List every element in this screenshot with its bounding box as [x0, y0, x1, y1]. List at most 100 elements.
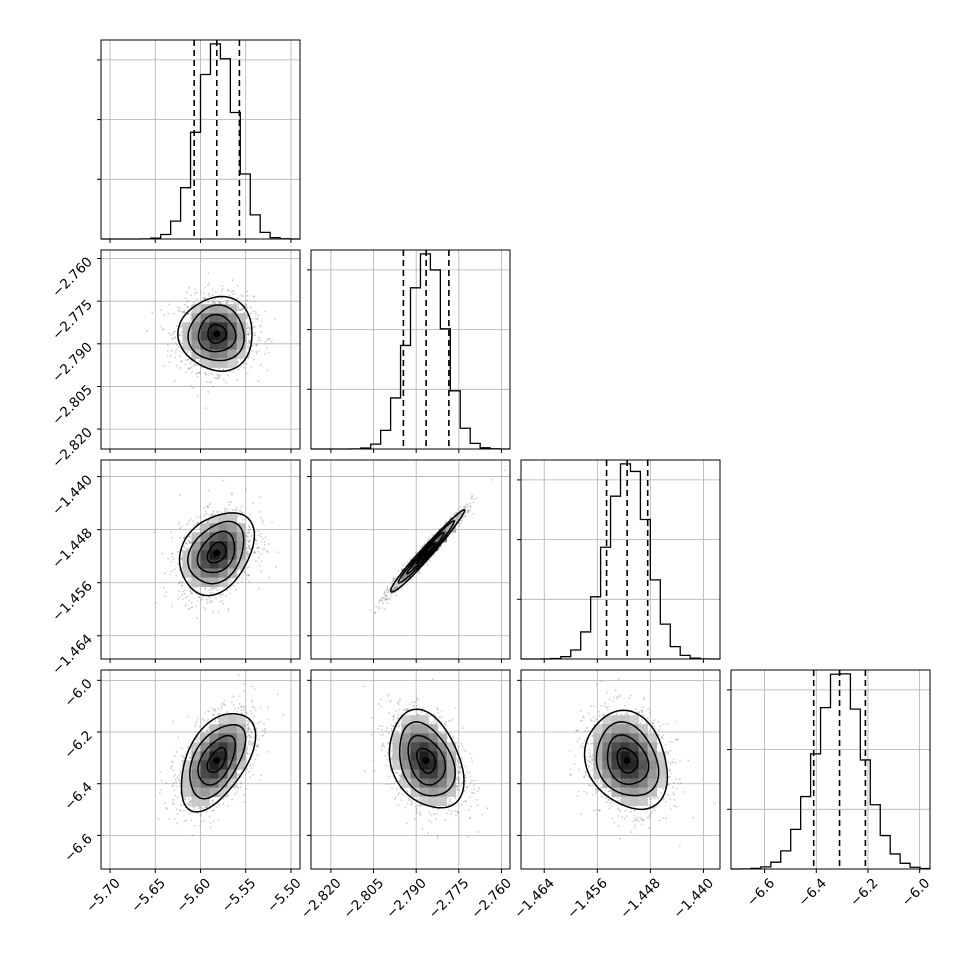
scatter-point	[444, 530, 447, 533]
scatter-point	[393, 591, 395, 594]
scatter-point	[240, 511, 242, 513]
scatter-point	[397, 589, 399, 592]
scatter-point	[456, 518, 458, 520]
scatter-point	[160, 325, 162, 328]
density-cell	[182, 340, 192, 350]
scatter-point	[207, 293, 210, 296]
scatter-point	[206, 513, 208, 515]
scatter-point	[401, 577, 404, 579]
scatter-point	[236, 361, 239, 363]
scatter-point	[426, 561, 428, 563]
scatter-point	[191, 606, 194, 608]
scatter-point	[224, 511, 226, 514]
scatter-point	[194, 288, 196, 291]
scatter-point	[206, 601, 209, 604]
scatter-point	[241, 571, 244, 574]
scatter-point	[162, 328, 164, 331]
scatter-point	[412, 569, 415, 572]
scatter-point	[161, 552, 164, 555]
scatter-point	[461, 512, 463, 515]
scatter-point	[375, 606, 377, 608]
density-cell	[200, 532, 210, 542]
scatter-point	[412, 569, 415, 572]
scatter-point	[402, 577, 405, 579]
scatter-point	[245, 339, 247, 341]
scatter-point	[257, 340, 260, 342]
scatter-point	[243, 305, 246, 308]
scatter-point	[246, 322, 249, 324]
scatter-point	[182, 590, 185, 593]
scatter-point	[237, 582, 239, 584]
scatter-point	[214, 291, 217, 293]
scatter-point	[240, 308, 243, 311]
scatter-point	[438, 548, 441, 550]
scatter-point	[219, 301, 221, 303]
scatter-point	[419, 572, 421, 575]
scatter-point	[404, 579, 407, 582]
scatter-point	[472, 501, 475, 504]
scatter-point	[465, 503, 468, 505]
scatter-point	[457, 519, 459, 521]
scatter-point	[196, 617, 199, 620]
density-cell	[218, 331, 228, 341]
scatter-point	[248, 574, 250, 577]
scatter-point	[191, 359, 193, 362]
scatter-point	[236, 569, 238, 572]
scatter-point	[401, 577, 404, 580]
scatter-point	[421, 561, 423, 564]
scatter-point	[414, 552, 417, 554]
scatter-point	[444, 530, 446, 533]
scatter-point	[396, 575, 399, 578]
scatter-point	[227, 609, 229, 612]
scatter-point	[191, 592, 194, 595]
scatter-point	[260, 535, 263, 538]
scatter-point	[260, 570, 262, 573]
scatter-point	[216, 588, 218, 591]
scatter-point	[222, 378, 225, 381]
scatter-point	[436, 537, 438, 540]
scatter-point	[393, 586, 396, 589]
scatter-point	[411, 568, 414, 570]
scatter-point	[176, 550, 179, 553]
scatter-point	[211, 288, 214, 291]
scatter-point	[380, 599, 383, 602]
scatter-point	[222, 369, 225, 371]
scatter-point	[222, 603, 225, 605]
scatter-point	[247, 356, 249, 359]
scatter-point	[453, 518, 456, 521]
scatter-point	[390, 595, 393, 598]
scatter-point	[457, 518, 459, 520]
scatter-point	[445, 527, 448, 529]
density-cell	[218, 304, 228, 314]
scatter-point	[196, 522, 199, 525]
density-cell	[191, 349, 201, 359]
scatter-point	[393, 588, 395, 591]
scatter-point	[383, 608, 386, 610]
scatter-point	[236, 379, 239, 381]
scatter-point	[229, 294, 231, 297]
scatter-point	[195, 605, 197, 608]
density-cell	[227, 541, 237, 551]
scatter-point	[190, 385, 193, 387]
scatter-point	[236, 308, 239, 311]
scatter-point	[237, 302, 239, 305]
scatter-point	[245, 333, 248, 335]
scatter-point	[246, 352, 249, 354]
scatter-point	[268, 338, 271, 340]
scatter-point	[237, 307, 240, 309]
panel-0-0	[97, 39, 301, 243]
scatter-point	[187, 547, 189, 550]
scatter-point	[394, 591, 397, 593]
scatter-point	[194, 292, 196, 295]
scatter-point	[151, 311, 154, 314]
scatter-point	[247, 516, 249, 518]
scatter-point	[183, 545, 185, 547]
scatter-point	[209, 592, 212, 594]
scatter-point	[385, 598, 388, 601]
scatter-point	[260, 364, 262, 366]
scatter-point	[187, 535, 189, 538]
scatter-point	[228, 579, 231, 582]
scatter-point	[443, 528, 446, 531]
scatter-point	[181, 331, 183, 333]
scatter-point	[386, 589, 388, 591]
